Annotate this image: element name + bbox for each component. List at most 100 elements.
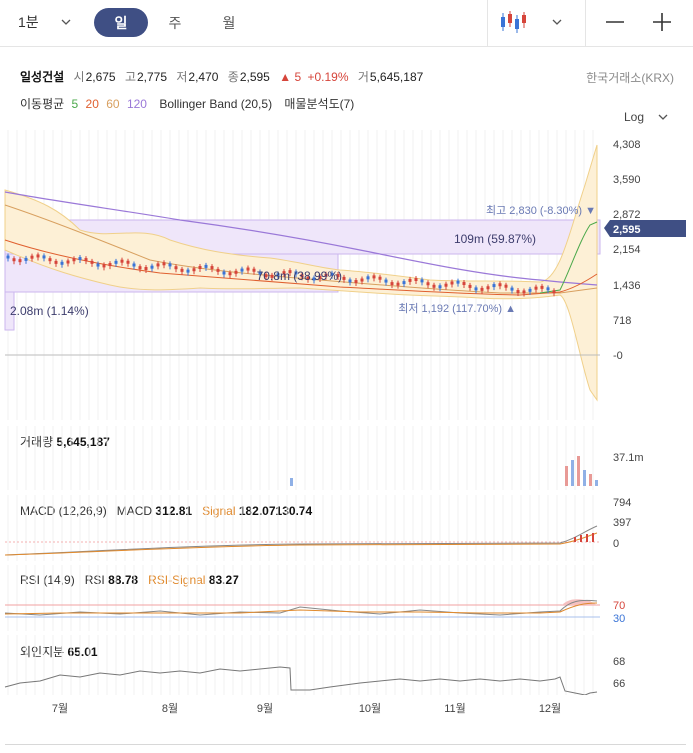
tab-month[interactable]: 월 bbox=[222, 14, 236, 31]
volume-bar bbox=[583, 470, 586, 486]
volume-chart[interactable]: 37.1m bbox=[0, 426, 693, 490]
candle-body bbox=[126, 260, 130, 264]
bottom-divider bbox=[5, 744, 686, 745]
candle-body bbox=[258, 271, 262, 275]
current-price-tag bbox=[604, 220, 686, 237]
candle-body bbox=[198, 265, 202, 269]
candle-body bbox=[414, 278, 418, 282]
x-label-aug: 8월 bbox=[162, 702, 178, 715]
volume-bar bbox=[290, 478, 293, 486]
indicator-legend[interactable]: 이동평균 5 20 60 120 Bollinger Band (20,5) 매… bbox=[20, 95, 358, 112]
candlestick-icon bbox=[501, 11, 526, 33]
x-label-nov: 11월 bbox=[444, 702, 466, 715]
candle-body bbox=[156, 263, 160, 267]
candle-body bbox=[318, 275, 322, 279]
candle-body bbox=[276, 273, 280, 277]
candle-body bbox=[96, 263, 100, 267]
candle-body bbox=[282, 271, 286, 275]
price-axis: 4,308 3,590 2,872 2,154 1,436 718 -0 bbox=[5, 139, 641, 362]
zoom-in-button[interactable] bbox=[650, 10, 674, 34]
rsi-line bbox=[4, 599, 598, 616]
candle-body bbox=[42, 255, 46, 259]
chart-type-button[interactable] bbox=[500, 7, 570, 37]
volume-axis-label: 37.1m bbox=[613, 452, 644, 464]
x-label-dec: 12월 bbox=[539, 702, 561, 715]
candle-body bbox=[240, 268, 244, 272]
candle-body bbox=[48, 258, 52, 262]
foreign-ownership-chart[interactable]: 68 66 bbox=[0, 635, 693, 695]
macd-axis-top: 794 bbox=[613, 497, 631, 509]
candle-body bbox=[450, 281, 454, 285]
zoom-out-button[interactable] bbox=[603, 10, 627, 34]
tab-day[interactable]: 일 bbox=[94, 8, 148, 37]
candle-body bbox=[138, 266, 142, 270]
candle-body bbox=[12, 258, 16, 262]
ma20-line bbox=[4, 239, 598, 296]
price-axis-label: -0 bbox=[613, 350, 623, 362]
toolbar-divider bbox=[585, 0, 586, 47]
candle-body bbox=[396, 282, 400, 286]
price-axis-label: 2,154 bbox=[613, 244, 641, 256]
candle-body bbox=[24, 257, 28, 261]
candle-body bbox=[540, 285, 544, 289]
quote-summary: 일성건설 시2,675 고2,775 저2,470 종2,595 ▲ 5 +0.… bbox=[20, 68, 429, 85]
close-value: 2,595 bbox=[239, 70, 270, 84]
candle-body bbox=[474, 287, 478, 291]
log-scale-toggle[interactable]: Log bbox=[624, 110, 668, 124]
volume-bars bbox=[290, 456, 598, 486]
volume-bar bbox=[577, 456, 580, 486]
high-value: 2,775 bbox=[136, 70, 168, 84]
low-annotation: 최저 1,192 (117.70%) ▲ bbox=[398, 302, 516, 315]
candle-body bbox=[252, 268, 256, 272]
candle-body bbox=[150, 265, 154, 269]
bollinger-band bbox=[4, 144, 598, 402]
time-axis: 7월 8월 9월 10월 11월 12월 bbox=[52, 702, 561, 715]
x-label-oct: 10월 bbox=[359, 702, 381, 715]
macd-histogram bbox=[574, 533, 594, 542]
open-label: 시 bbox=[73, 70, 85, 84]
candle-body bbox=[186, 269, 190, 273]
ma5-label: 5 bbox=[71, 97, 79, 111]
price-axis-label: 2,872 bbox=[613, 209, 641, 221]
rsi-chart[interactable]: 70 30 bbox=[0, 565, 693, 631]
candle-body bbox=[324, 273, 328, 277]
candle-body bbox=[306, 276, 310, 280]
macd-chart[interactable]: 794 397 0 bbox=[0, 495, 693, 561]
candle-body bbox=[432, 284, 436, 288]
timeframe-select[interactable]: 1분 bbox=[18, 8, 71, 36]
candle-body bbox=[210, 266, 214, 270]
tab-week[interactable]: 주 bbox=[168, 14, 182, 31]
candle-body bbox=[18, 259, 22, 263]
profile-mid-label: 70.8m (38.99%) bbox=[257, 269, 342, 283]
price-chart[interactable]: 4,308 3,590 2,872 2,154 1,436 718 -0 최고 2,830 … bbox=[0, 130, 693, 420]
candle-body bbox=[60, 261, 64, 265]
current-price-value: 2,595 bbox=[613, 224, 641, 236]
low-label: 저 bbox=[176, 70, 188, 84]
candle-body bbox=[468, 284, 472, 288]
volume-bar bbox=[589, 474, 592, 486]
candle-body bbox=[456, 280, 460, 284]
change-value: 5 bbox=[294, 70, 302, 84]
low-value: 2,470 bbox=[188, 70, 219, 84]
candle-body bbox=[522, 290, 526, 294]
price-axis-label: 718 bbox=[613, 315, 631, 327]
minus-icon bbox=[606, 21, 624, 23]
price-axis-label: 4,308 bbox=[613, 139, 641, 151]
candle-body bbox=[168, 263, 172, 267]
candle-body bbox=[510, 287, 514, 291]
candle-body bbox=[462, 282, 466, 286]
candle-body bbox=[180, 268, 184, 272]
candle-body bbox=[222, 271, 226, 275]
candle-body bbox=[300, 274, 304, 278]
high-annotation: 최고 2,830 (-8.30%) ▼ bbox=[486, 204, 596, 217]
candle-body bbox=[408, 278, 412, 282]
candle-body bbox=[528, 288, 532, 292]
ma20-label: 20 bbox=[85, 97, 99, 111]
candle-body bbox=[426, 282, 430, 286]
change-arrow-icon: ▲ bbox=[279, 70, 292, 84]
candle-body bbox=[84, 258, 88, 262]
rsi-axis-30: 30 bbox=[613, 613, 625, 625]
x-label-sep: 9월 bbox=[257, 702, 273, 715]
macd-axis-zero: 0 bbox=[613, 538, 619, 550]
candle-body bbox=[36, 254, 40, 258]
